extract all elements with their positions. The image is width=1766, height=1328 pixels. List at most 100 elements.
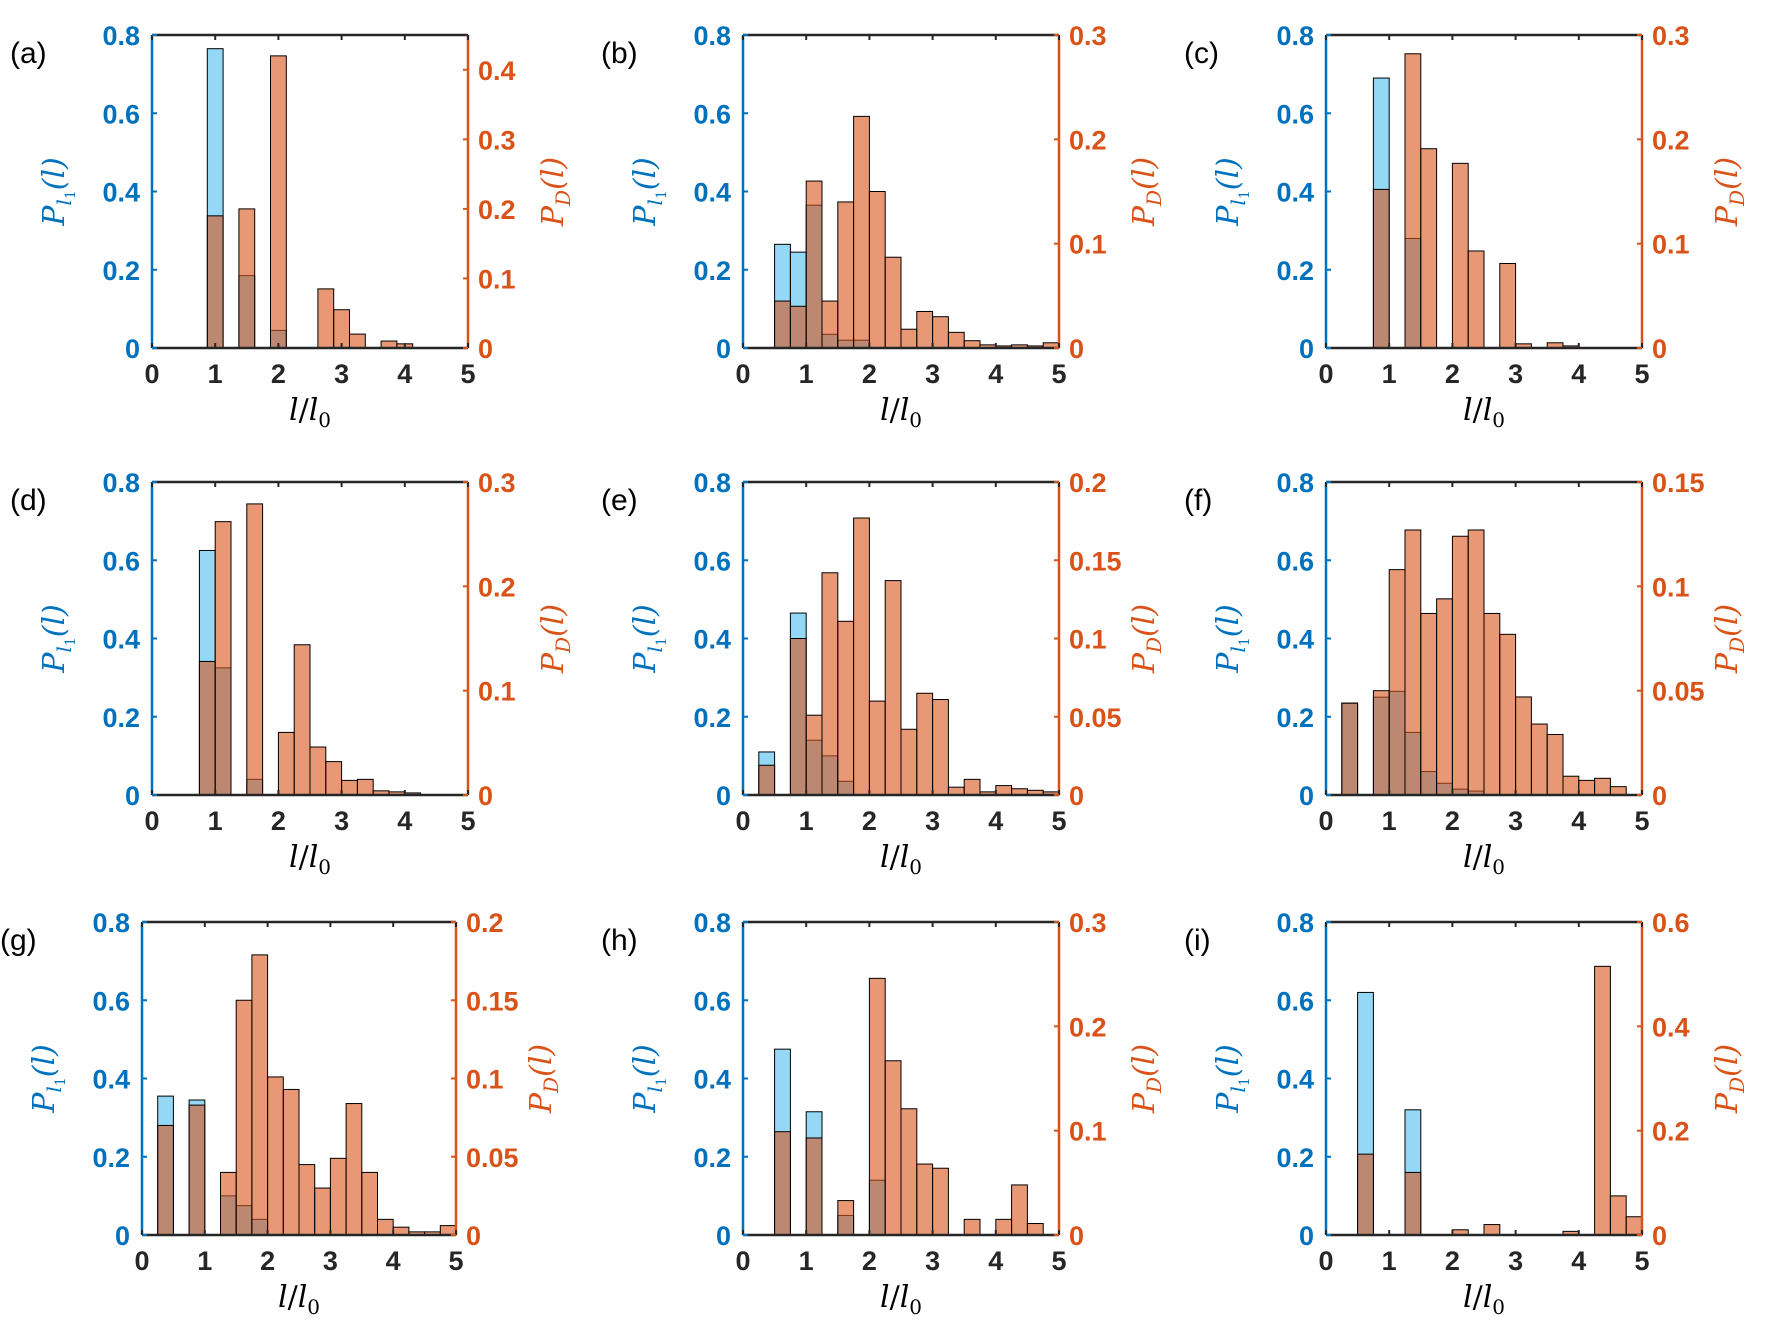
x-label-sub: 0 bbox=[909, 408, 922, 432]
y-right-P: P bbox=[536, 652, 571, 674]
series-p-d bbox=[198, 503, 422, 796]
bar-p-d bbox=[758, 764, 776, 796]
bar-p-d bbox=[377, 1218, 394, 1236]
y-left-label: Pl1(l) bbox=[37, 157, 79, 227]
x-label-l: l bbox=[289, 393, 299, 428]
bar-p-d bbox=[1578, 779, 1596, 796]
y-left-label: Pl1(l) bbox=[27, 1044, 69, 1114]
bar-p-d bbox=[1420, 148, 1438, 349]
bar-p-d bbox=[884, 256, 902, 349]
panel-e: 0 1 2 3 4 500.20.40.60.800.050.10.150.2(e)l/l… bbox=[601, 468, 1166, 879]
y-right-sub: D bbox=[551, 637, 575, 654]
x-tick-label: 2 bbox=[271, 806, 286, 836]
right-tick-label: 0 bbox=[1069, 781, 1084, 811]
bar-p-d bbox=[900, 1108, 918, 1236]
right-tick-label: 0.2 bbox=[466, 908, 504, 938]
bar-p-d bbox=[884, 580, 902, 796]
bar-p-d bbox=[789, 638, 807, 796]
panel-label: (f) bbox=[1184, 484, 1212, 517]
x-label-l: l bbox=[289, 840, 299, 875]
panel-label: (c) bbox=[1184, 37, 1219, 70]
left-tick-label: 0.6 bbox=[1276, 546, 1314, 576]
bar-p-d bbox=[270, 55, 287, 349]
y-left-arg: (l) bbox=[27, 1044, 62, 1077]
bar-p-d bbox=[1483, 612, 1501, 796]
y-right-arg: (l) bbox=[1710, 157, 1745, 190]
series-p-l1 bbox=[774, 1048, 886, 1236]
x-tick-label: 2 bbox=[862, 806, 877, 836]
bar-p-d bbox=[774, 300, 791, 349]
x-tick-label: 1 bbox=[208, 806, 223, 836]
y-left-sub: l bbox=[1226, 199, 1250, 205]
bar-p-d bbox=[1499, 633, 1517, 796]
x-tick-label: 3 bbox=[1508, 1246, 1523, 1276]
right-tick-label: 0.2 bbox=[478, 195, 516, 225]
bar-p-d bbox=[1499, 262, 1517, 349]
x-tick-label: 3 bbox=[1508, 806, 1523, 836]
x-tick-label: 4 bbox=[988, 359, 1003, 389]
panel-f: 0 1 2 3 4 500.20.40.60.800.050.10.15(f)l/l0Pl… bbox=[1184, 468, 1749, 879]
x-tick-label: 2 bbox=[1445, 806, 1460, 836]
bar-p-d bbox=[1625, 1216, 1643, 1236]
bar-p-d bbox=[157, 1124, 174, 1236]
left-tick-label: 0.2 bbox=[1276, 703, 1314, 733]
right-tick-label: 0 bbox=[478, 334, 493, 364]
left-tick-label: 0.6 bbox=[693, 986, 731, 1016]
right-tick-label: 0.6 bbox=[1652, 908, 1690, 938]
y-left-P: P bbox=[1211, 652, 1246, 674]
right-tick-label: 0 bbox=[1652, 334, 1667, 364]
right-tick-label: 0.3 bbox=[1069, 908, 1107, 938]
y-left-arg: (l) bbox=[37, 157, 72, 190]
x-tick-label: 4 bbox=[988, 1246, 1003, 1276]
y-left-subsub: 1 bbox=[654, 637, 670, 646]
right-tick-label: 0 bbox=[1652, 781, 1667, 811]
bar-p-d bbox=[1594, 777, 1611, 796]
left-tick-label: 0 bbox=[1299, 1221, 1314, 1251]
y-left-sub: l bbox=[643, 199, 667, 205]
right-tick-label: 0.3 bbox=[478, 125, 516, 155]
y-right-arg: (l) bbox=[536, 157, 571, 190]
right-tick-label: 0.4 bbox=[1652, 1012, 1690, 1042]
bar-p-d bbox=[333, 309, 351, 349]
y-right-arg: (l) bbox=[1710, 604, 1745, 637]
y-right-label: PD(l) bbox=[1710, 157, 1749, 227]
left-tick-label: 0 bbox=[716, 1221, 731, 1251]
left-tick-label: 0 bbox=[125, 334, 140, 364]
bar-p-d bbox=[995, 785, 1013, 796]
panel-a: 0 1 2 3 4 500.20.40.60.800.10.20.30.4(a)l/l0P… bbox=[10, 21, 575, 432]
bar-p-d bbox=[853, 517, 870, 796]
bar-p-d bbox=[1594, 965, 1611, 1236]
x-tick-label: 4 bbox=[1571, 806, 1586, 836]
panel-i: 0 1 2 3 4 500.20.40.60.800.20.40.6(i)l/l0Pl1(… bbox=[1184, 908, 1749, 1319]
series-p-d bbox=[758, 517, 1060, 796]
y-right-arg: (l) bbox=[536, 604, 571, 637]
bar-p-d bbox=[947, 331, 965, 349]
y-right-P: P bbox=[536, 205, 571, 227]
left-tick-label: 0.6 bbox=[693, 99, 731, 129]
y-right-P: P bbox=[1710, 205, 1745, 227]
y-right-P: P bbox=[1127, 1092, 1162, 1114]
x-tick-label: 0 bbox=[1318, 359, 1333, 389]
y-right-P: P bbox=[524, 1092, 559, 1114]
bar-p-d bbox=[235, 999, 253, 1236]
bar-p-d bbox=[884, 1060, 902, 1236]
x-tick-label: 1 bbox=[799, 359, 814, 389]
right-tick-label: 0 bbox=[1069, 334, 1084, 364]
bar-p-d bbox=[1026, 1223, 1044, 1236]
y-right-sub: D bbox=[1725, 190, 1749, 207]
right-tick-label: 0.15 bbox=[1069, 546, 1122, 576]
left-tick-label: 0.2 bbox=[693, 703, 731, 733]
y-right-label: PD(l) bbox=[524, 1044, 563, 1114]
bar-p-d bbox=[214, 521, 232, 796]
x-label-slash: / bbox=[1473, 1280, 1484, 1315]
y-left-label: Pl1(l) bbox=[1211, 604, 1253, 674]
left-tick-label: 0.4 bbox=[92, 1065, 130, 1095]
x-tick-label: 0 bbox=[134, 1246, 149, 1276]
y-right-sub: D bbox=[1142, 637, 1166, 654]
x-tick-label: 2 bbox=[862, 1246, 877, 1276]
bar-p-d bbox=[277, 731, 295, 796]
bar-p-d bbox=[1011, 1184, 1028, 1236]
right-tick-label: 0.1 bbox=[1652, 572, 1690, 602]
bar-p-d bbox=[868, 191, 886, 349]
bar-p-d bbox=[188, 1104, 206, 1236]
